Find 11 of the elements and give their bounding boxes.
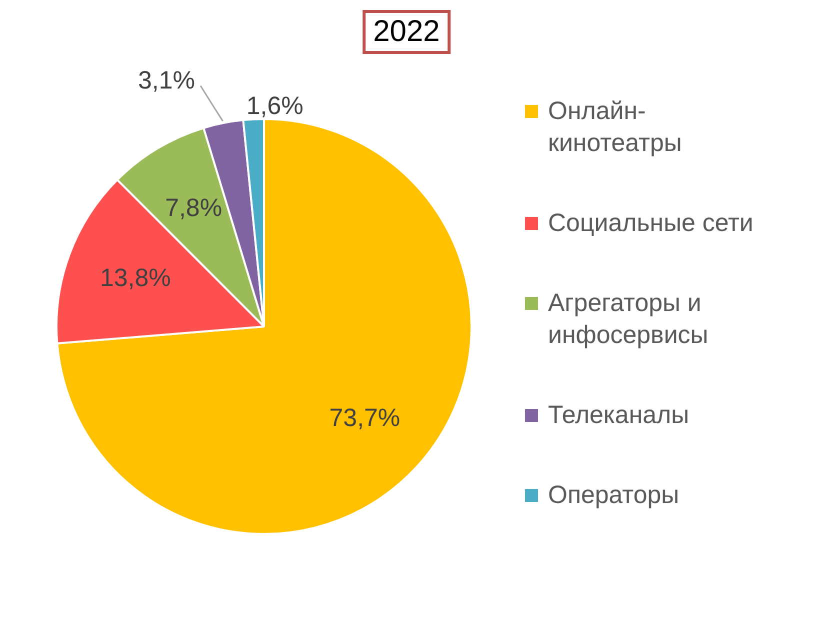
chart-title: 2022 [362,10,451,54]
data-label: 73,7% [329,404,400,432]
legend-label: Операторы [548,480,680,511]
data-label: 3,1% [138,66,196,95]
legend-label: Социальные сети [548,208,754,239]
legend-label: Онлайн-кинотеатры [548,96,683,159]
legend-label: Агрегаторы и инфосервисы [548,288,710,351]
data-label: 1,6% [246,92,304,120]
legend-label: Телеканалы [548,400,690,431]
data-label: 7,8% [165,194,222,222]
data-label: 13,8% [100,264,171,292]
